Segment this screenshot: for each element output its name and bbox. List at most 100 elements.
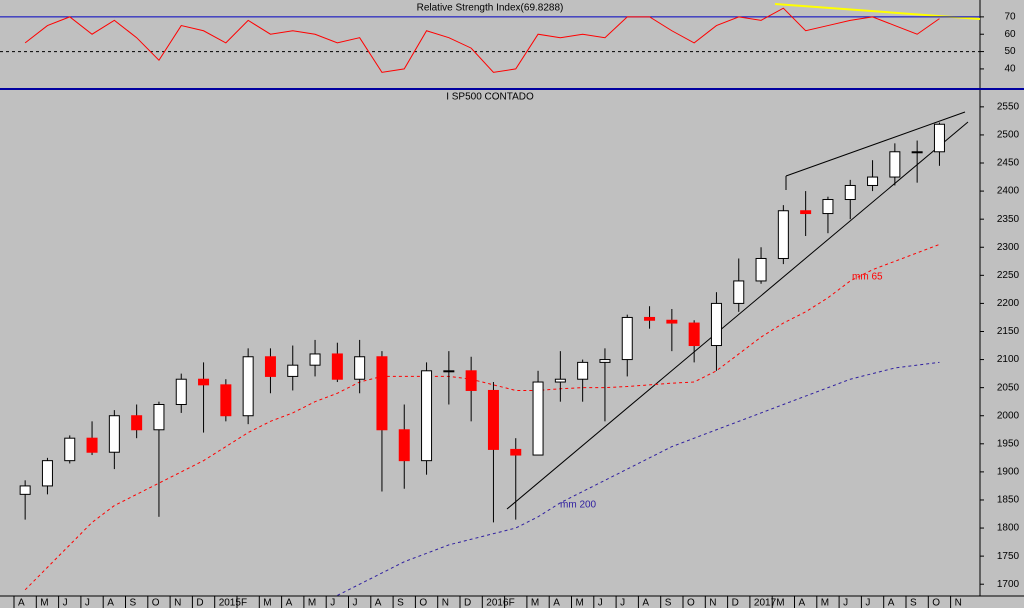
x-tick-label: N — [955, 598, 962, 608]
y-tick-label: 2200 — [997, 298, 1020, 309]
x-tick-label: O — [152, 598, 160, 608]
x-tick-label: A — [375, 598, 382, 608]
x-tick-label: N — [709, 598, 716, 608]
x-tick-label: O — [687, 598, 695, 608]
rsi-line — [24, 7, 940, 73]
y-tick-label: 40 — [1004, 64, 1016, 75]
y-tick-label: 2150 — [997, 326, 1020, 337]
candle-body — [443, 370, 455, 373]
y-tick-label: 2350 — [997, 214, 1020, 225]
y-tick-label: 60 — [1004, 29, 1016, 40]
candle-body — [131, 415, 143, 431]
x-tick-label: M — [263, 598, 271, 608]
candle-body — [264, 356, 276, 377]
x-tick-label: D — [196, 598, 203, 608]
y-tick-label: 1900 — [997, 467, 1020, 478]
x-tick-label: D — [732, 598, 739, 608]
candle-body — [175, 378, 187, 405]
y-tick-label: 1700 — [997, 579, 1020, 590]
candle-body — [108, 415, 120, 453]
candle-body — [220, 384, 232, 417]
candle-body — [554, 378, 566, 383]
moving-average — [24, 243, 940, 591]
candle-body — [487, 389, 499, 450]
candle-body — [510, 448, 522, 456]
x-tick-label: M — [576, 598, 584, 608]
candle-body — [666, 319, 678, 324]
resistance-trendline — [785, 111, 966, 177]
x-tick-label: J — [353, 598, 358, 608]
x-tick-label: N — [442, 598, 449, 608]
x-tick-label: J — [63, 598, 68, 608]
candle-body — [532, 381, 544, 456]
x-tick-label: O — [932, 598, 940, 608]
x-tick-label: J — [865, 598, 870, 608]
x-tick-label: J — [330, 598, 335, 608]
x-tick-label: A — [286, 598, 293, 608]
x-tick-label: 2016 — [486, 598, 509, 608]
x-tick-label: J — [620, 598, 625, 608]
y-tick-label: 70 — [1004, 12, 1016, 23]
y-tick-label: 2400 — [997, 186, 1020, 197]
x-tick-label: M — [821, 598, 829, 608]
y-tick-label: 2100 — [997, 354, 1020, 365]
candle-body — [800, 210, 812, 215]
y-tick-label: 1750 — [997, 551, 1020, 562]
support-trendline — [506, 121, 969, 510]
x-tick-label: 2015 — [219, 598, 242, 608]
candle-body — [86, 437, 98, 453]
y-tick-label: 1800 — [997, 523, 1020, 534]
candle-body — [621, 316, 633, 361]
candle-body — [41, 460, 53, 487]
candle-body — [889, 151, 901, 178]
x-tick-label: M — [40, 598, 48, 608]
x-tick-label: F — [509, 598, 515, 608]
candle-body — [867, 176, 879, 186]
x-tick-label: S — [130, 598, 137, 608]
candle-body — [354, 356, 366, 380]
x-tick-label: A — [553, 598, 560, 608]
candle-body — [733, 280, 745, 304]
y-tick-label: 2250 — [997, 270, 1020, 281]
ma-label: mm 200 — [560, 500, 597, 511]
x-tick-label: A — [642, 598, 649, 608]
candle-body — [911, 151, 923, 154]
candle-body — [577, 361, 589, 380]
x-tick-label: J — [598, 598, 603, 608]
candle-body — [599, 359, 611, 363]
y-tick-label: 50 — [1004, 46, 1016, 57]
y-tick-label: 2050 — [997, 382, 1020, 393]
x-tick-label: S — [397, 598, 404, 608]
candle-body — [933, 123, 945, 153]
rsi-title: Relative Strength Index(69.8288) — [417, 3, 564, 14]
x-tick-label: J — [843, 598, 848, 608]
candle-body — [398, 429, 410, 462]
x-tick-label: 2017 — [754, 598, 777, 608]
candle-body — [421, 370, 433, 462]
x-tick-label: J — [85, 598, 90, 608]
y-tick-label: 1850 — [997, 495, 1020, 506]
x-tick-label: M — [308, 598, 316, 608]
candle-body — [331, 353, 343, 380]
y-tick-label: 2000 — [997, 410, 1020, 421]
moving-average — [337, 361, 940, 596]
x-tick-label: M — [776, 598, 784, 608]
candle-body — [777, 210, 789, 259]
y-tick-label: 2550 — [997, 101, 1020, 112]
candle-body — [688, 322, 700, 347]
ma-label: mm 65 — [852, 272, 883, 283]
price-title: I SP500 CONTADO — [446, 92, 534, 103]
candle-body — [465, 370, 477, 391]
candle-body — [710, 302, 722, 347]
candle-body — [198, 378, 210, 386]
x-tick-label: S — [910, 598, 917, 608]
candle-body — [287, 364, 299, 377]
y-tick-label: 1950 — [997, 438, 1020, 449]
y-tick-label: 2450 — [997, 158, 1020, 169]
candle-body — [242, 356, 254, 417]
x-tick-label: A — [107, 598, 114, 608]
candle-body — [153, 403, 165, 431]
candle-body — [644, 316, 656, 321]
x-tick-label: A — [799, 598, 806, 608]
